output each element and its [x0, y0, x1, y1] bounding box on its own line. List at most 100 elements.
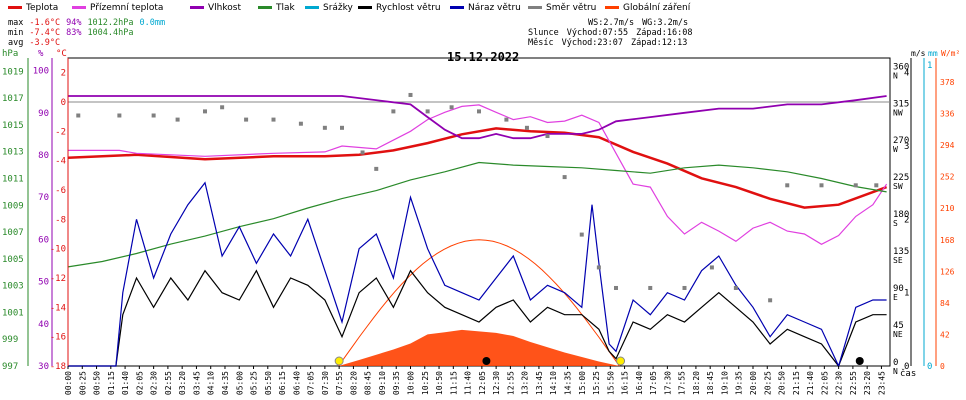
humidity-tick-label: 30 — [38, 362, 49, 372]
wind-dir-tick-label: 180 — [893, 210, 909, 220]
legend-swatch — [72, 6, 86, 9]
time-tick-label: 11:40 — [464, 371, 473, 395]
legend-item: Náraz větru — [450, 3, 521, 13]
wind-direction-point — [874, 183, 879, 188]
wind-direction-point — [151, 113, 156, 118]
pressure-tick-label: 1011 — [2, 175, 24, 185]
wind-direction-point — [374, 166, 379, 171]
pressure-tick-label: 1009 — [2, 201, 24, 211]
wind-dir-tick-name: SW — [893, 182, 903, 191]
time-tick-label: 18:45 — [706, 371, 715, 395]
time-tick-label: 01:15 — [107, 371, 116, 395]
wind-direction-point — [504, 117, 509, 122]
time-tick-label: 23:45 — [877, 371, 886, 395]
wind-direction-point — [449, 105, 454, 110]
time-tick-label: 06:15 — [278, 371, 287, 395]
moonrise-value: Východ:23:07 — [561, 38, 624, 48]
time-tick-label: 20:00 — [749, 371, 758, 395]
pressure-tick-label: 1007 — [2, 228, 24, 238]
rain-unit-label: mm — [928, 49, 938, 58]
wind-direction-point — [709, 265, 714, 270]
time-tick-label: 14:35 — [563, 371, 572, 395]
temperature-tick-label: -8 — [55, 215, 66, 225]
time-tick-label: 18:20 — [692, 371, 701, 395]
moonset-value: Západ:12:13 — [631, 38, 688, 48]
time-tick-label: 12:55 — [506, 371, 515, 395]
wind-direction-point — [408, 92, 413, 97]
stats-max-label: max — [8, 18, 24, 28]
wind-direction-point — [614, 285, 618, 290]
time-unit-label: čas — [900, 368, 916, 379]
stats-avg-temp: -3.9°C — [29, 38, 61, 48]
series-line — [68, 181, 887, 368]
time-tick-label: 05:25 — [250, 371, 259, 395]
time-tick-label: 19:35 — [735, 371, 744, 395]
wind-dir-tick-label: 225 — [893, 173, 909, 183]
wind-direction-point — [175, 117, 180, 122]
wind-direction-point — [524, 125, 529, 130]
time-tick-label: 04:35 — [221, 371, 230, 395]
humidity-tick-label: 70 — [38, 193, 49, 203]
wind-direction-point — [768, 298, 773, 303]
pressure-tick-label: 1001 — [2, 308, 24, 318]
time-tick-label: 22:05 — [820, 371, 829, 395]
pressure-tick-label: 1017 — [2, 94, 24, 104]
legend-label: Směr větru — [546, 3, 597, 13]
wind-dir-tick-name: SE — [893, 256, 903, 265]
time-tick-label: 22:55 — [849, 371, 858, 395]
legend-label: Přízemní teplota — [90, 3, 164, 13]
wind-dir-tick-label: 360 — [893, 62, 909, 72]
wind-direction-point — [244, 117, 249, 122]
sun-label: Slunce — [528, 28, 559, 38]
time-tick-label: 17:55 — [678, 371, 687, 395]
stats-block: max -1.6°C 94% 1012.2hPa 0.0mm min -7.4°C 83% 1… — [8, 18, 171, 48]
radiation-tick-label: 84 — [940, 299, 950, 308]
time-tick-label: 12:05 — [478, 371, 487, 395]
legend-swatch — [528, 6, 542, 9]
stats-min-press: 1004.4hPa — [87, 28, 134, 38]
stats-max-rain: 0.0mm — [139, 18, 166, 28]
legend-item: Rychlost větru — [358, 3, 441, 13]
humidity-tick-label: 50 — [38, 278, 49, 288]
wind-direction-point — [648, 285, 653, 290]
legend-label: Tlak — [276, 3, 295, 13]
temperature-tick-label: -12 — [50, 274, 66, 284]
stats-max-row: max -1.6°C 94% 1012.2hPa 0.0mm — [8, 18, 171, 28]
wind-dir-tick-name: N — [893, 71, 898, 80]
legend-label: Globální záření — [623, 3, 691, 13]
wind-speed-tick-label: 3 — [904, 142, 909, 152]
wind-direction-point — [391, 109, 396, 114]
pressure-tick-label: 1015 — [2, 121, 24, 131]
time-tick-label: 09:35 — [392, 371, 401, 395]
wind-speed-tick-label: 1 — [904, 289, 909, 299]
wind-summary-row: WS:2.7m/s WG:3.2m/s — [528, 18, 700, 28]
temperature-tick-label: 0 — [61, 98, 66, 108]
humidity-tick-label: 80 — [38, 151, 49, 161]
wind-direction-point — [682, 285, 687, 290]
time-tick-label: 00:00 — [64, 371, 73, 395]
wind-dir-tick-label: 45 — [893, 321, 904, 331]
legend-swatch — [358, 6, 372, 9]
time-tick-label: 09:10 — [378, 371, 387, 395]
legend-label: Rychlost větru — [376, 3, 441, 13]
radiation-layer — [338, 239, 620, 367]
series-line — [68, 95, 887, 140]
wind-direction-point — [425, 109, 430, 114]
time-tick-label: 04:10 — [207, 371, 216, 395]
humidity-tick-label: 100 — [33, 67, 49, 77]
wind-dir-tick-name: E — [893, 293, 898, 302]
time-tick-label: 17:30 — [663, 371, 672, 395]
wind-direction-point — [596, 265, 601, 270]
stats-min-hum: 83% — [66, 28, 82, 38]
time-tick-label: 16:40 — [635, 371, 644, 395]
stats-min-label: min — [8, 28, 24, 38]
stats-min-row: min -7.4°C 83% 1004.4hPa — [8, 28, 171, 38]
moonset-marker — [482, 357, 491, 365]
legend-item: Přízemní teplota — [72, 3, 163, 13]
pressure-unit-label: hPa — [2, 49, 18, 59]
time-tick-label: 07:55 — [335, 371, 344, 395]
time-tick-label: 08:45 — [364, 371, 373, 395]
stats-max-temp: -1.6°C — [29, 18, 61, 28]
temperature-tick-label: -14 — [50, 303, 66, 313]
